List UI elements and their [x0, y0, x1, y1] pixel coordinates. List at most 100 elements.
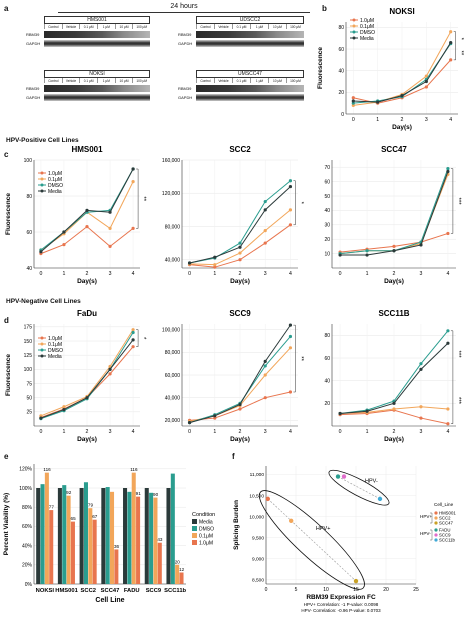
lane-label: 10 μM [114, 24, 133, 29]
legend-swatch [192, 533, 197, 538]
y-tick-label: 20 [338, 90, 344, 96]
lane-label: 1 μM [97, 78, 115, 83]
significance-bracket [293, 324, 296, 393]
point-hms001 [265, 496, 270, 502]
y-tick-label: 60,000 [165, 373, 181, 379]
point-0-1-m [131, 180, 135, 184]
point-1-0-m [238, 407, 242, 411]
x-tick-label: 0 [265, 587, 268, 593]
legend-marker [434, 528, 438, 532]
legend-marker [40, 336, 44, 340]
x-tick-label: SCC9 [146, 588, 162, 594]
point-1-0-m [131, 345, 135, 349]
point-0-1-m [419, 405, 423, 409]
bar-value-label: 65 [71, 516, 77, 521]
point-media [424, 79, 428, 84]
bar-media [79, 488, 84, 584]
point-dmso [288, 334, 293, 339]
bar-media [57, 488, 62, 584]
point-media [288, 323, 293, 327]
blot-title: HMS001 [44, 16, 150, 24]
hpv-positive-title: HPV-Positive Cell Lines [6, 137, 79, 144]
y-tick-label: 80 [26, 194, 32, 200]
x-tick-label: 3 [425, 117, 428, 123]
chart-hms001: HMS001 40 60 80 100 0 1 2 3 4 Day(s) Fluorescence **… [5, 145, 146, 285]
legend-label: 1.0μM [360, 18, 374, 24]
legend-swatch [192, 519, 197, 524]
chart-scc9: SCC9 20,000 40,000 60,000 80,000 100,000 0 1 2 3 4… [162, 309, 304, 443]
point-dmso [238, 241, 242, 245]
bar-value-label: 12 [179, 567, 185, 572]
legend-marker [40, 183, 44, 187]
panel-letter-e: e [4, 452, 9, 461]
point-1-0-m [449, 58, 453, 62]
blot-row-gapdh: GAPDH [26, 93, 150, 101]
legend-label: Media [199, 520, 213, 526]
point-0-1-m [263, 229, 267, 233]
legend-label: HMS001 [439, 511, 456, 516]
x-tick-label: SCC11b [164, 588, 186, 594]
legend-marker [434, 516, 438, 520]
regression-line-hpv-positive [267, 498, 357, 582]
bar-1-0-m [70, 521, 75, 584]
bar-0-1-m [131, 472, 136, 584]
lane-label: Control [44, 78, 62, 83]
point-0-1-m [62, 405, 66, 409]
blot-row-rbm39: RBM39 [26, 30, 150, 38]
point-media [338, 253, 342, 257]
point-0-1-m [131, 328, 135, 332]
y-tick-label: 0% [25, 582, 33, 588]
blot-title: UMSCC47 [196, 70, 304, 78]
point-dmso [446, 167, 450, 171]
bar-value-label: 116 [130, 467, 138, 472]
significance-bracket [453, 31, 456, 61]
blot-row-gapdh: GAPDH [26, 39, 150, 47]
blot-lane-header: Control Vehicle 0.1 μM 1 μM 10 μM 100 μM [44, 24, 150, 29]
lane-label: 1 μM [250, 78, 268, 83]
point-1-0-m [108, 372, 112, 376]
x-tick-label: HMS001 [55, 588, 78, 594]
hpv-negative-title: HPV-Negative Cell Lines [6, 298, 81, 305]
legend-title: Cell_Line [434, 502, 454, 507]
point-media [446, 341, 450, 345]
legend-label: 0.1μM [360, 24, 374, 30]
blot-lane-header: Control Vehicle 0.1 μM 1 μM 10 μM 100 μM [196, 24, 304, 29]
y-tick-label: 20 [324, 237, 330, 243]
bar-dmso [40, 484, 45, 584]
x-tick-label: 3 [109, 271, 112, 277]
bar-dmso [83, 482, 88, 584]
blot-umscc47: UMSCC47 Control Vehicle 0.1 μM 1 μM 10 μM 100 … [178, 70, 304, 101]
point-0-1-m [238, 251, 242, 255]
x-tick-label: 3 [264, 429, 267, 435]
point-media [263, 359, 267, 363]
point-0-1-m [449, 30, 453, 34]
x-tick-label: 10 [323, 587, 329, 593]
point-1-0-m [392, 244, 396, 248]
x-tick-label: 4 [446, 429, 449, 435]
point-media [238, 245, 242, 249]
bar-media [101, 488, 106, 584]
x-tick-label: 1 [366, 271, 369, 277]
blot-title: UDSCC2 [196, 16, 304, 24]
point-dmso [263, 199, 267, 204]
legend-bracket [430, 529, 433, 541]
legend-label: 1.0μM [48, 171, 62, 177]
bar-1-0-m [92, 519, 97, 584]
lane-label: Control [196, 78, 214, 83]
time-label: 24 hours [170, 3, 198, 10]
point-media [85, 208, 89, 212]
y-tick-label: 20% [22, 563, 33, 569]
lane-label: 0.1 μM [232, 24, 250, 29]
y-tick-label: 40% [22, 543, 33, 549]
bar-1-0-m [49, 510, 54, 584]
y-tick-label: 60 [338, 47, 344, 53]
legend-marker [40, 342, 44, 346]
x-tick-label: 4 [132, 271, 135, 277]
blot-row-label: RBM39 [178, 31, 192, 37]
y-tick-label: 8,500 [252, 578, 264, 584]
legend-label: 0.1μM [48, 177, 62, 183]
y-tick-label: 175 [24, 325, 33, 331]
point-media [288, 184, 293, 189]
y-tick-label: 40 [324, 208, 330, 214]
x-axis-label: RBM39 Expression FC [306, 594, 376, 601]
